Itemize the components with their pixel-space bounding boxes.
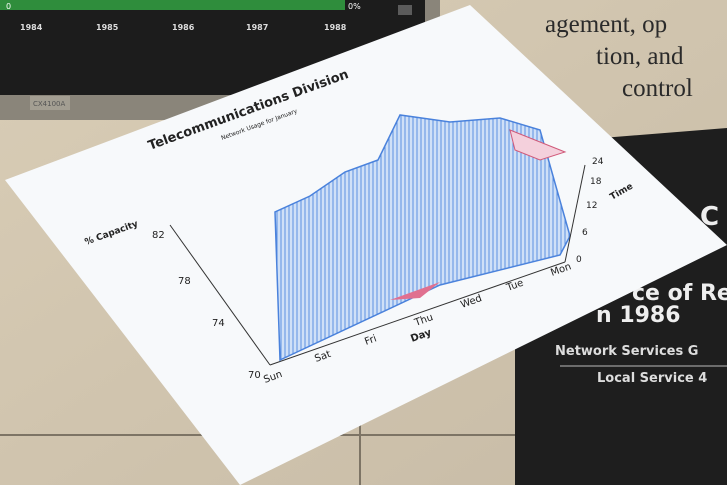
axis <box>169 224 271 366</box>
day-label: Sat <box>313 349 332 365</box>
screen-label: 0% <box>348 2 361 11</box>
z-tick: 82 <box>152 230 165 241</box>
button <box>398 5 412 15</box>
panel-heading: n 1986 <box>596 303 681 328</box>
axis <box>269 261 566 366</box>
day-label: Fri <box>363 333 378 347</box>
z-tick: 78 <box>178 276 191 287</box>
axis <box>564 164 586 263</box>
year-label: 1988 <box>324 23 347 32</box>
model-label: CX4100A <box>33 100 65 108</box>
surface-dip <box>390 282 440 300</box>
year-label: 1984 <box>20 23 43 32</box>
surface-peak <box>509 129 567 161</box>
panel-line: Network Services G <box>555 344 698 359</box>
year-label: 1986 <box>172 23 195 32</box>
time-tick: 12 <box>586 201 597 211</box>
year-label: 1985 <box>96 23 119 32</box>
body-text: tion, and <box>596 43 684 70</box>
year-label: 1987 <box>246 23 268 32</box>
time-tick: 18 <box>590 177 602 187</box>
panel-line: Local Service 4 <box>597 371 707 386</box>
screen-bar <box>0 0 345 10</box>
time-tick: 0 <box>576 255 582 265</box>
body-text: control <box>622 75 693 102</box>
screen-label: 0 <box>6 2 11 11</box>
body-text: agement, op <box>545 11 667 38</box>
model-plate <box>30 96 70 110</box>
time-tick: 24 <box>592 157 604 167</box>
time-tick: 6 <box>582 228 588 238</box>
z-tick: 74 <box>212 318 225 329</box>
panel-heading: ce of Re <box>632 281 727 306</box>
surface <box>274 114 571 362</box>
z-tick: 70 <box>248 370 261 381</box>
